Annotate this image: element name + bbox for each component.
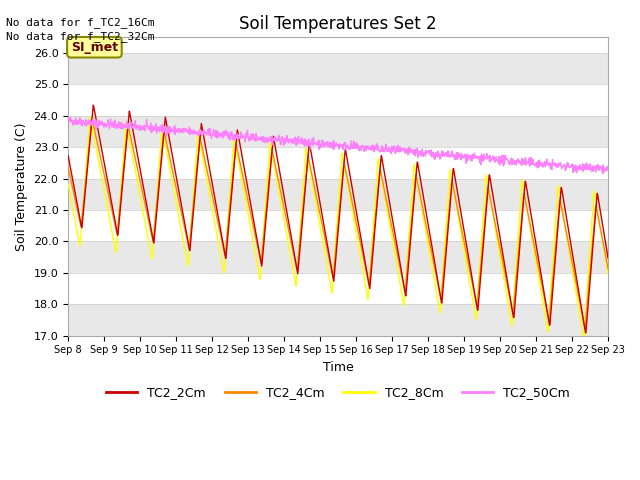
Text: SI_met: SI_met [71, 41, 118, 54]
Bar [68, 147, 608, 179]
Bar [68, 273, 608, 304]
Bar [68, 84, 608, 116]
Bar [68, 37, 608, 53]
Legend: TC2_2Cm, TC2_4Cm, TC2_8Cm, TC2_50Cm: TC2_2Cm, TC2_4Cm, TC2_8Cm, TC2_50Cm [101, 381, 575, 404]
X-axis label: Time: Time [323, 361, 353, 374]
Y-axis label: Soil Temperature (C): Soil Temperature (C) [15, 122, 28, 251]
Title: Soil Temperatures Set 2: Soil Temperatures Set 2 [239, 15, 437, 33]
Bar [68, 179, 608, 210]
Bar [68, 116, 608, 147]
Bar [68, 304, 608, 336]
Bar [68, 241, 608, 273]
Bar [68, 210, 608, 241]
Bar [68, 53, 608, 84]
Text: No data for f_TC2_32Cm: No data for f_TC2_32Cm [6, 31, 155, 42]
Text: No data for f_TC2_16Cm: No data for f_TC2_16Cm [6, 17, 155, 28]
